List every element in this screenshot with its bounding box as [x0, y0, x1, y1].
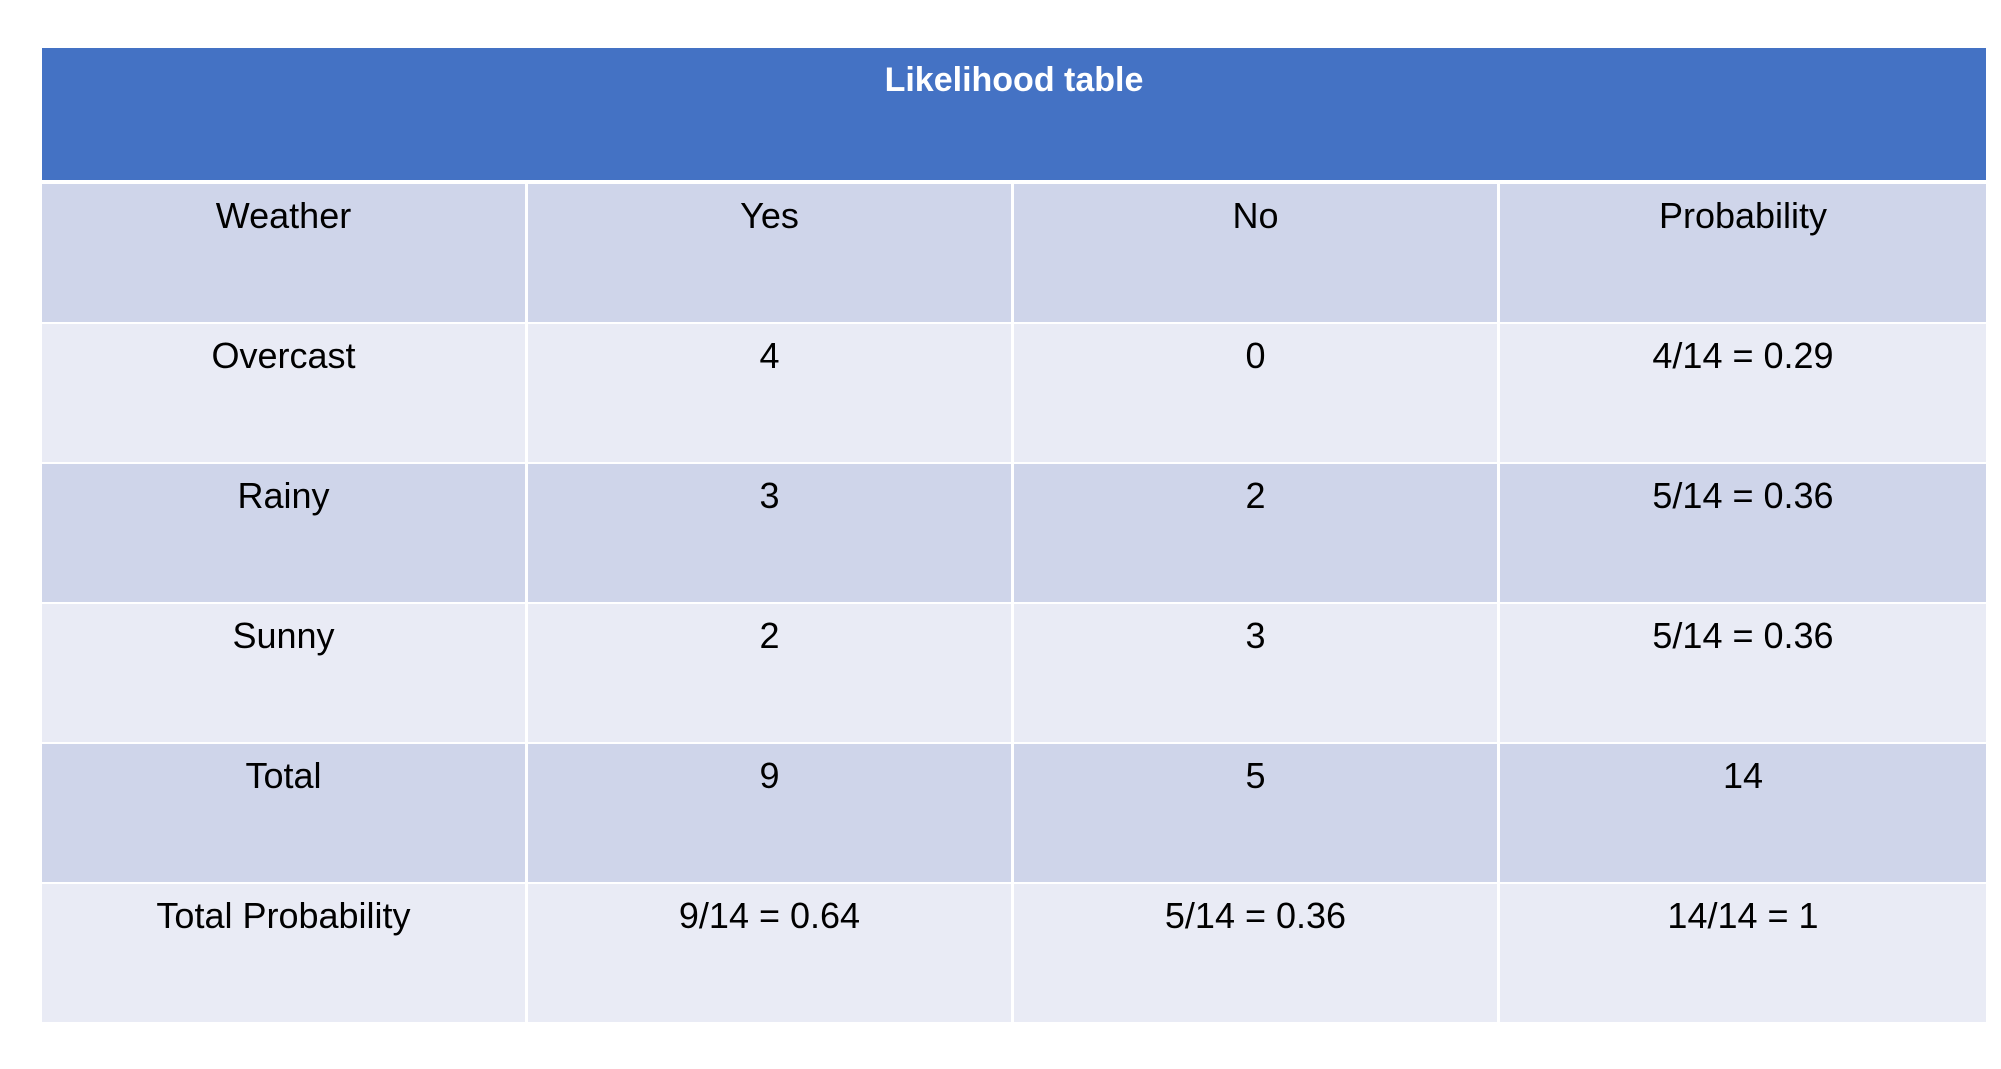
table-cell: Total Probability — [42, 884, 528, 1024]
header-cell-no: No — [1014, 184, 1500, 324]
table-grid: Weather Yes No Probability Overcast 4 0 … — [42, 184, 1986, 1024]
table-cell: Total — [42, 744, 528, 884]
table-cell: 9/14 = 0.64 — [528, 884, 1014, 1024]
table-cell: 14/14 = 1 — [1500, 884, 1986, 1024]
table-title: Likelihood table — [42, 48, 1986, 184]
table-cell: Overcast — [42, 324, 528, 464]
table-cell: 3 — [528, 464, 1014, 604]
table-cell: 4 — [528, 324, 1014, 464]
table-cell: 5/14 = 0.36 — [1014, 884, 1500, 1024]
table-cell: 2 — [1014, 464, 1500, 604]
table-cell: 5 — [1014, 744, 1500, 884]
table-cell: 0 — [1014, 324, 1500, 464]
table-cell: 2 — [528, 604, 1014, 744]
table-cell: 5/14 = 0.36 — [1500, 604, 1986, 744]
likelihood-table: Likelihood table Weather Yes No Probabil… — [42, 48, 1986, 1024]
table-cell: Rainy — [42, 464, 528, 604]
table-cell: 5/14 = 0.36 — [1500, 464, 1986, 604]
header-cell-probability: Probability — [1500, 184, 1986, 324]
header-cell-weather: Weather — [42, 184, 528, 324]
header-cell-yes: Yes — [528, 184, 1014, 324]
table-cell: 14 — [1500, 744, 1986, 884]
table-cell: Sunny — [42, 604, 528, 744]
table-cell: 3 — [1014, 604, 1500, 744]
table-cell: 9 — [528, 744, 1014, 884]
table-cell: 4/14 = 0.29 — [1500, 324, 1986, 464]
